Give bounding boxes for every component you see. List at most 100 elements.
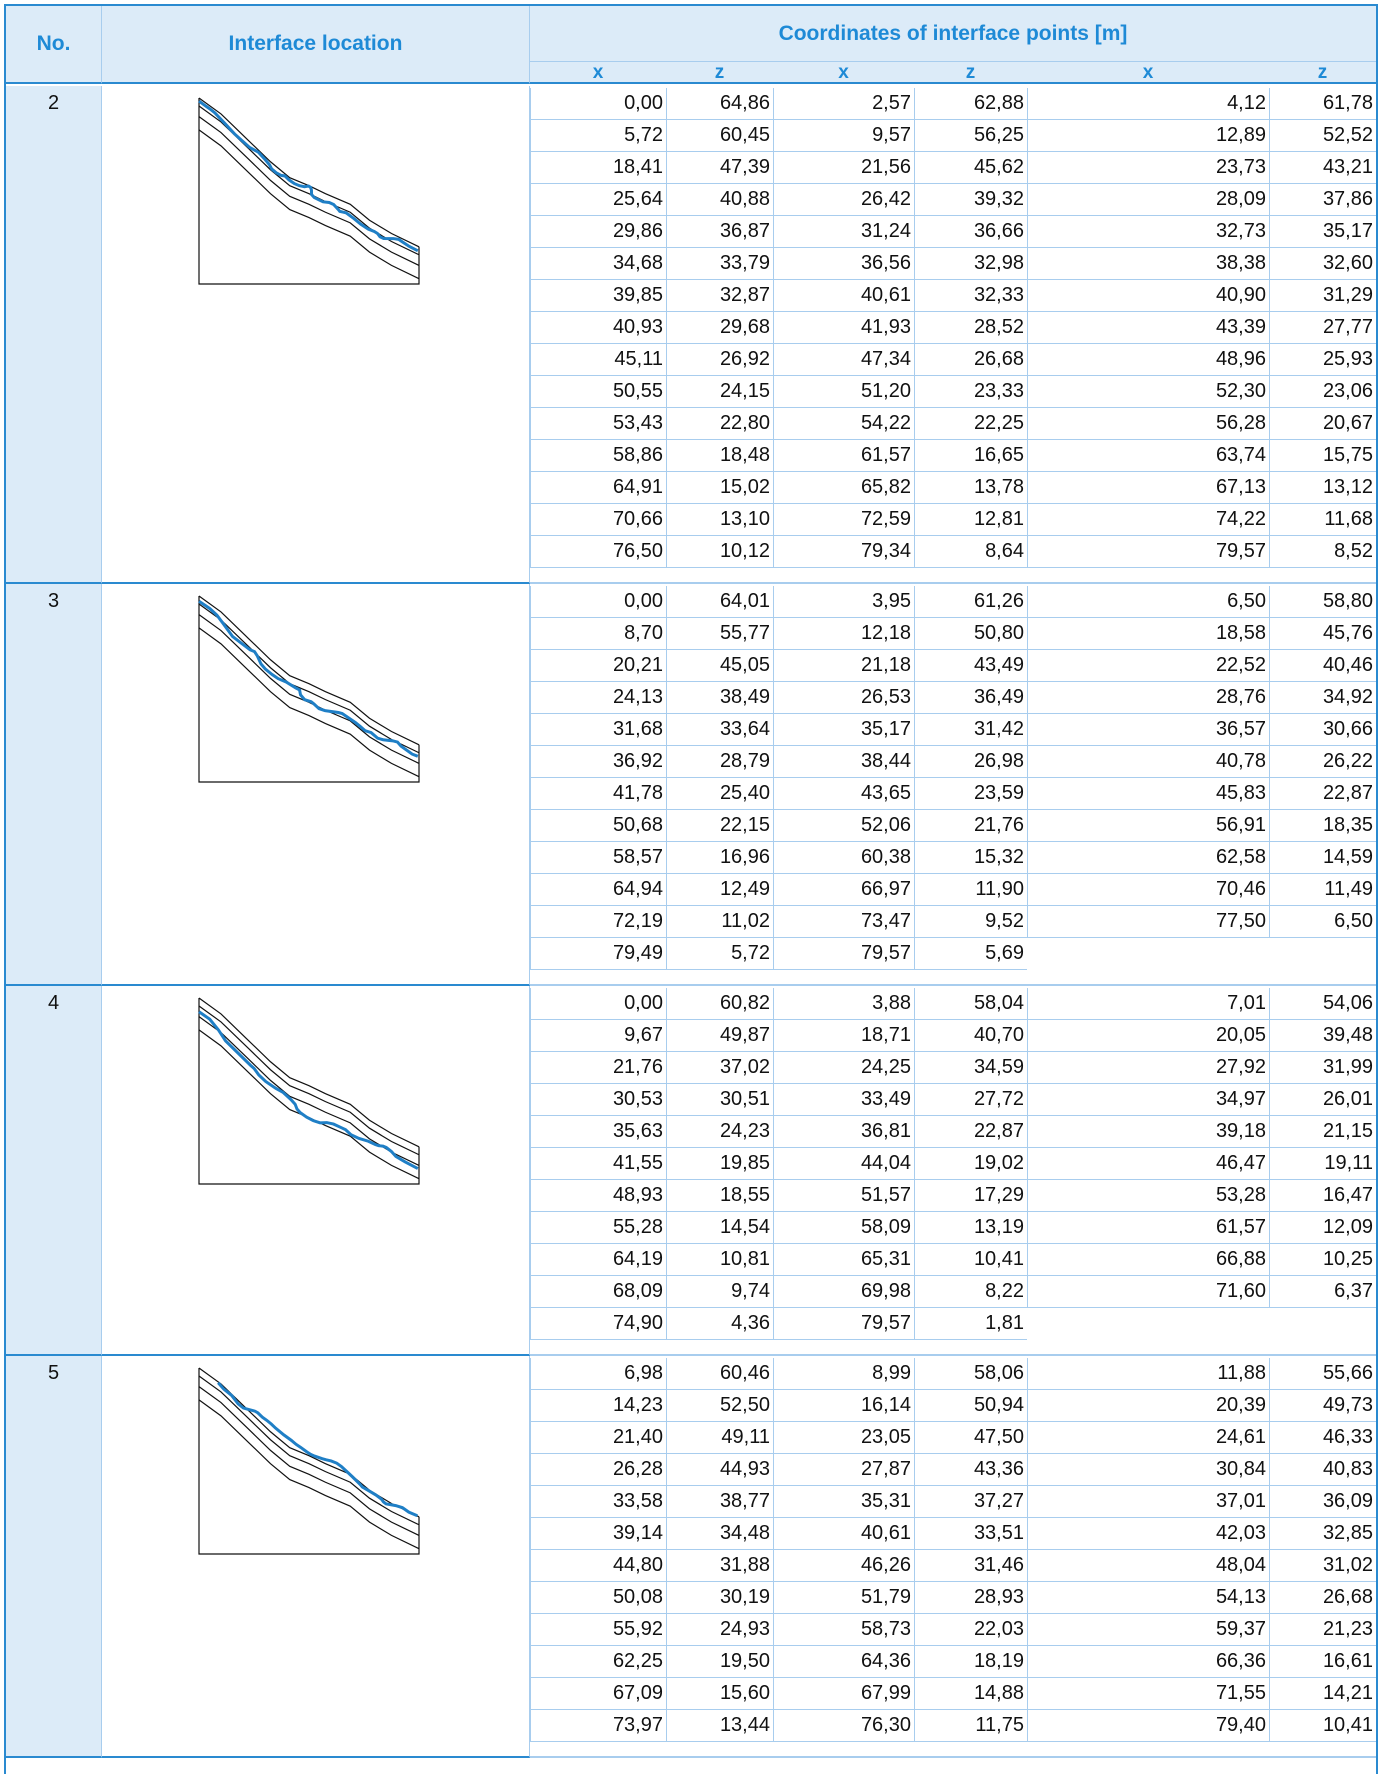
coord-cell: 29,68: [666, 312, 773, 344]
coord-cell: 68,09: [530, 1276, 666, 1308]
coord-cell: 19,02: [914, 1148, 1027, 1180]
coord-cell: 51,57: [773, 1180, 914, 1212]
table: No. Interface location Coordinates of in…: [4, 4, 1378, 1774]
coord-cell: 61,78: [1269, 88, 1376, 120]
coord-cell: 50,55: [530, 376, 666, 408]
coord-cell: 37,86: [1269, 184, 1376, 216]
interface-line: [218, 1383, 417, 1516]
coord-cell: 30,19: [666, 1582, 773, 1614]
coord-cell: 40,90: [1027, 280, 1269, 312]
coord-cell: 44,80: [530, 1550, 666, 1582]
interface-line: [199, 101, 418, 251]
coord-cell: 45,76: [1269, 618, 1376, 650]
coord-cell: 65,82: [773, 472, 914, 504]
coord-cell: 61,26: [914, 586, 1027, 618]
coord-cell: 76,50: [530, 536, 666, 568]
coord-cell: 9,67: [530, 1020, 666, 1052]
coord-cell: 32,60: [1269, 248, 1376, 280]
coord-cell: 21,76: [530, 1052, 666, 1084]
header-column: z: [1269, 62, 1376, 84]
coord-cell: 39,85: [530, 280, 666, 312]
layer-line: [199, 1006, 419, 1155]
coord-cell: 40,46: [1269, 650, 1376, 682]
coord-cell: 52,50: [666, 1390, 773, 1422]
coord-cell: 13,44: [666, 1710, 773, 1742]
coord-cell: 22,52: [1027, 650, 1269, 682]
coord-cell: 13,19: [914, 1212, 1027, 1244]
coord-cell: 47,50: [914, 1422, 1027, 1454]
coord-cell: 37,01: [1027, 1486, 1269, 1518]
coord-cell: 43,49: [914, 650, 1027, 682]
coord-cell: 34,48: [666, 1518, 773, 1550]
coord-cell: 31,88: [666, 1550, 773, 1582]
header-column: x: [773, 62, 914, 84]
coord-cell: 64,01: [666, 586, 773, 618]
interface-thumbnail: [196, 592, 422, 792]
coord-cell: 39,48: [1269, 1020, 1376, 1052]
model-boundary: [199, 98, 419, 284]
group-no: 5: [6, 1356, 102, 1758]
coord-cell: 40,61: [773, 1518, 914, 1550]
coord-cell: 66,88: [1027, 1244, 1269, 1276]
coord-cell: 16,96: [666, 842, 773, 874]
coord-cell: 23,05: [773, 1422, 914, 1454]
interface-thumbnail: [196, 994, 422, 1194]
coord-cell: 40,61: [773, 280, 914, 312]
coord-cell: 34,59: [914, 1052, 1027, 1084]
coord-cell: 26,28: [530, 1454, 666, 1486]
coord-cell: 13,78: [914, 472, 1027, 504]
coord-cell: 48,93: [530, 1180, 666, 1212]
coord-cell: 18,19: [914, 1646, 1027, 1678]
coord-cell: 61,57: [1027, 1212, 1269, 1244]
coord-cell: 11,88: [1027, 1358, 1269, 1390]
layer-line: [199, 117, 419, 266]
coord-cell: 71,55: [1027, 1678, 1269, 1710]
layer-line: [199, 1017, 419, 1166]
coord-cell: 50,94: [914, 1390, 1027, 1422]
coord-cell: 12,49: [666, 874, 773, 906]
coord-cell: 72,59: [773, 504, 914, 536]
coord-cell: 76,30: [773, 1710, 914, 1742]
coord-cell: 16,47: [1269, 1180, 1376, 1212]
header-coordinates: Coordinates of interface points [m]: [530, 6, 1376, 62]
coord-cell: 0,00: [530, 988, 666, 1020]
header-column: x: [1027, 62, 1269, 84]
coord-cell: 25,93: [1269, 344, 1376, 376]
coord-cell: 26,53: [773, 682, 914, 714]
coord-cell: 0,00: [530, 88, 666, 120]
coord-cell: 29,86: [530, 216, 666, 248]
coord-cell: 26,98: [914, 746, 1027, 778]
coord-cell: 69,98: [773, 1276, 914, 1308]
coord-cell: 0,00: [530, 586, 666, 618]
coord-cell: 34,97: [1027, 1084, 1269, 1116]
coord-cell: 12,81: [914, 504, 1027, 536]
coord-cell: 32,87: [666, 280, 773, 312]
coord-cell: 8,64: [914, 536, 1027, 568]
coord-cell: 28,09: [1027, 184, 1269, 216]
header-column: x: [530, 62, 666, 84]
coord-cell: 4,36: [666, 1308, 773, 1340]
coord-cell: 34,92: [1269, 682, 1376, 714]
coord-cell: 18,55: [666, 1180, 773, 1212]
coord-cell: 19,11: [1269, 1148, 1376, 1180]
coord-cell: 19,50: [666, 1646, 773, 1678]
coord-cell: 54,22: [773, 408, 914, 440]
coord-cell: 22,87: [1269, 778, 1376, 810]
coord-cell: 36,81: [773, 1116, 914, 1148]
coord-cell: 58,86: [530, 440, 666, 472]
coord-cell: 1,81: [914, 1308, 1027, 1340]
coord-cell: 14,21: [1269, 1678, 1376, 1710]
coord-cell: 9,52: [914, 906, 1027, 938]
group-no: 3: [6, 584, 102, 986]
coord-cell: 6,50: [1027, 586, 1269, 618]
coord-cell: 10,25: [1269, 1244, 1376, 1276]
coord-cell: 61,57: [773, 440, 914, 472]
coord-cell: 52,06: [773, 810, 914, 842]
coord-cell: 40,93: [530, 312, 666, 344]
layer-line: [199, 106, 419, 255]
coord-cell: 9,74: [666, 1276, 773, 1308]
coord-cell: 21,23: [1269, 1614, 1376, 1646]
coord-cell: 44,04: [773, 1148, 914, 1180]
coord-cell: 27,72: [914, 1084, 1027, 1116]
coord-cell: 71,60: [1027, 1276, 1269, 1308]
